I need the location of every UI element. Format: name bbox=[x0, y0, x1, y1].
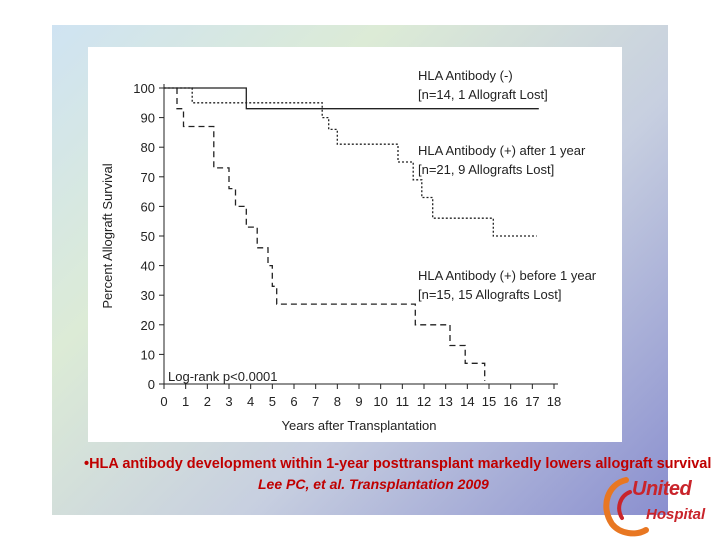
logo-text-united: United bbox=[632, 478, 692, 500]
chart-panel: 0 10 20 30 40 50 60 70 80 90 100 0 1 2 3 4 5 6 7 8 9 10 11 12 13… bbox=[88, 47, 622, 442]
x-tick-label: 9 bbox=[355, 394, 362, 409]
x-tick-label: 8 bbox=[334, 394, 341, 409]
y-axis-title: Percent Allograft Survival bbox=[100, 163, 115, 308]
x-tick-label: 1 bbox=[182, 394, 189, 409]
y-tick-label: 70 bbox=[141, 170, 155, 185]
x-tick-label: 17 bbox=[525, 394, 539, 409]
series-sublabel-2: [n=21, 9 Allografts Lost] bbox=[418, 162, 554, 177]
x-tick-label: 5 bbox=[269, 394, 276, 409]
y-tick-label: 0 bbox=[148, 377, 155, 392]
chart-series bbox=[164, 87, 539, 381]
citation: Lee PC, et al. Transplantation 2009 bbox=[258, 476, 489, 492]
y-tick-label: 60 bbox=[141, 199, 155, 214]
series-label-3: HLA Antibody (+) before 1 year bbox=[418, 268, 597, 283]
y-tick-label: 40 bbox=[141, 259, 155, 274]
chart-axes bbox=[159, 84, 558, 389]
x-tick-label: 14 bbox=[460, 394, 474, 409]
x-tick-label: 6 bbox=[290, 394, 297, 409]
y-tick-label: 50 bbox=[141, 229, 155, 244]
y-tick-label: 10 bbox=[141, 347, 155, 362]
x-tick-label: 0 bbox=[160, 394, 167, 409]
series-label-2: HLA Antibody (+) after 1 year bbox=[418, 143, 586, 158]
x-tick-label: 11 bbox=[396, 394, 410, 409]
bullet-text: •HLA antibody development within 1-year … bbox=[84, 456, 712, 472]
x-axis-title: Years after Transplantation bbox=[282, 418, 437, 433]
y-tick-label: 30 bbox=[141, 288, 155, 303]
logo-text-hospital: Hospital bbox=[646, 506, 706, 523]
x-tick-label: 12 bbox=[417, 394, 431, 409]
united-hospital-logo bbox=[603, 477, 649, 537]
series-sublabel-3: [n=15, 15 Allografts Lost] bbox=[418, 287, 561, 302]
x-tick-label: 7 bbox=[312, 394, 319, 409]
logrank-annotation: Log-rank p<0.0001 bbox=[168, 369, 278, 384]
series-sublabel-1: [n=14, 1 Allograft Lost] bbox=[418, 87, 548, 102]
x-tick-label: 18 bbox=[547, 394, 561, 409]
x-tick-label: 13 bbox=[438, 394, 452, 409]
y-tick-label: 100 bbox=[133, 81, 155, 96]
x-tick-label: 16 bbox=[503, 394, 517, 409]
x-tick-label: 3 bbox=[225, 394, 232, 409]
y-tick-label: 80 bbox=[141, 140, 155, 155]
x-tick-label: 15 bbox=[482, 394, 496, 409]
series-line-1 bbox=[164, 87, 539, 110]
series-line-3 bbox=[176, 88, 486, 381]
x-tick-label: 2 bbox=[204, 394, 211, 409]
x-tick-label: 4 bbox=[247, 394, 254, 409]
x-tick-label: 10 bbox=[373, 394, 387, 409]
series-label-1: HLA Antibody (-) bbox=[418, 68, 513, 83]
y-tick-label: 20 bbox=[141, 318, 155, 333]
y-tick-label: 90 bbox=[141, 111, 155, 126]
